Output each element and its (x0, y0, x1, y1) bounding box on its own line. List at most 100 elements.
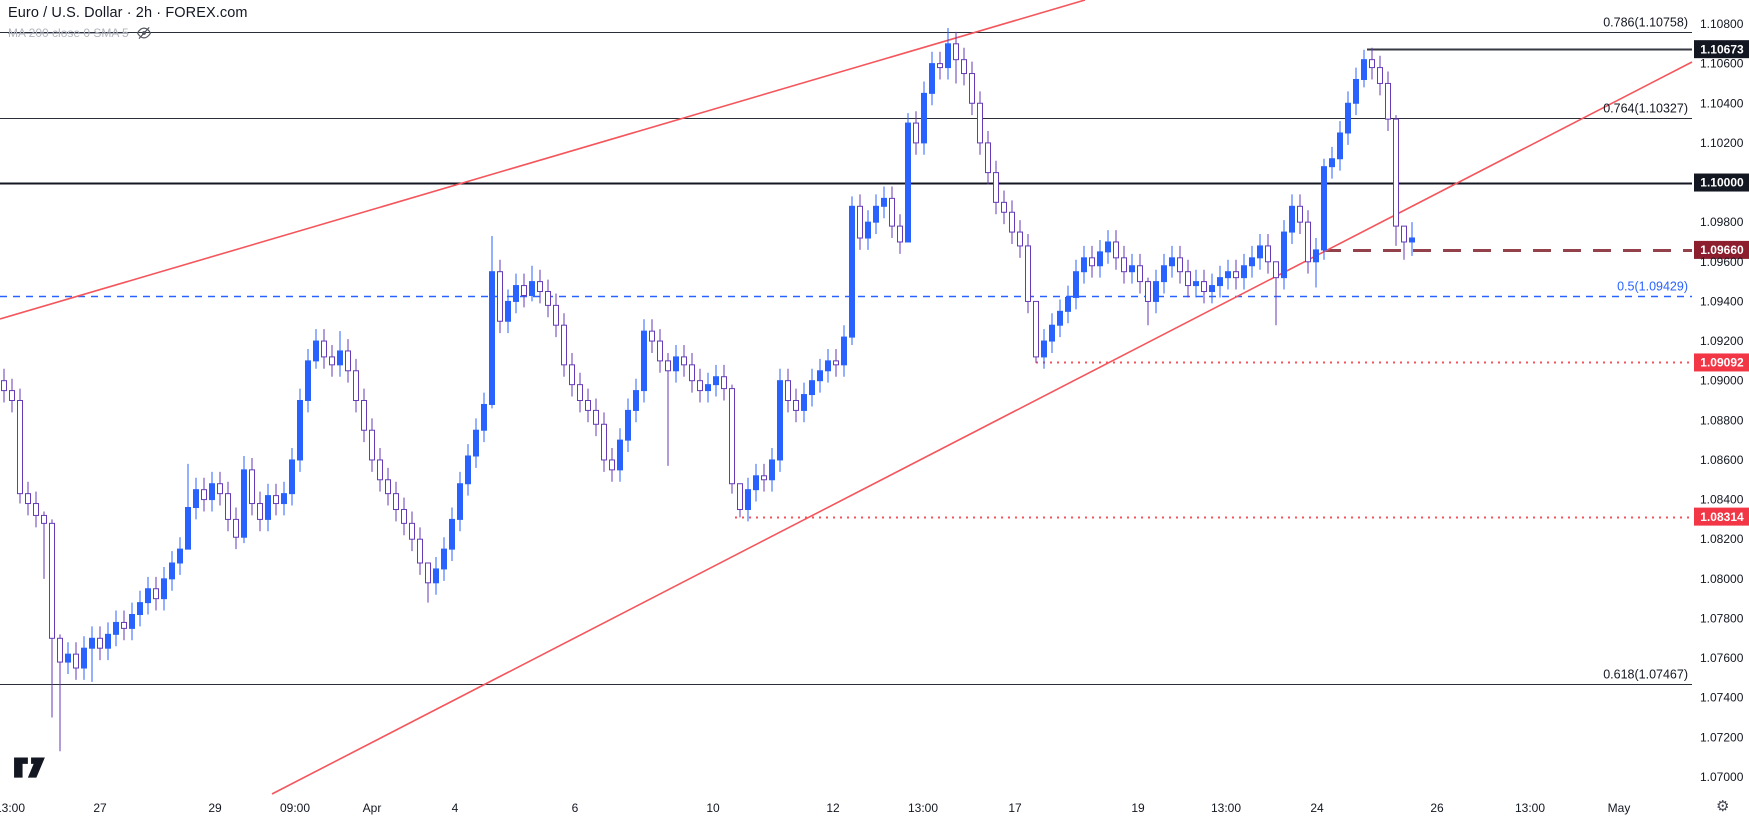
candle (529, 265, 535, 302)
lower-ascending-trendline[interactable] (271, 61, 1693, 795)
candle (225, 481, 231, 532)
candle (1081, 245, 1087, 284)
candle (409, 511, 415, 552)
upper-ascending-trendline[interactable] (0, 0, 1086, 320)
candle (217, 471, 223, 506)
y-axis-tick: 1.10800 (1700, 17, 1744, 31)
candle (1153, 269, 1159, 314)
candle (697, 368, 703, 403)
candle (945, 27, 951, 80)
candle (265, 483, 271, 532)
level-label-fib-05: 0.5(1.09429) (1617, 280, 1688, 294)
x-axis-tick: Apr (363, 801, 382, 815)
candle (1105, 230, 1111, 264)
candle (201, 477, 207, 512)
candle (609, 448, 615, 482)
candle (985, 131, 991, 185)
candle (369, 418, 375, 472)
candle (993, 160, 999, 215)
candle (385, 467, 391, 506)
candle (329, 345, 335, 377)
candle (49, 519, 55, 718)
candle (401, 497, 407, 536)
x-axis-tick: 09:00 (280, 801, 310, 815)
y-axis-tick: 1.09000 (1700, 374, 1744, 388)
candles-series[interactable] (1, 27, 1415, 752)
y-axis-tick: 1.07400 (1700, 691, 1744, 705)
candle (1337, 121, 1343, 171)
candle (1345, 91, 1351, 145)
candle (1377, 55, 1383, 96)
candle (921, 81, 927, 155)
candle (305, 348, 311, 413)
candle (1353, 67, 1359, 116)
candle (673, 345, 679, 383)
candle (1297, 194, 1303, 235)
indicator-label[interactable]: MA 200 close 0 SMA 5 (8, 26, 129, 40)
candle (209, 471, 215, 512)
candle (65, 642, 71, 674)
candle (889, 186, 895, 239)
candle (1033, 300, 1039, 363)
candle (681, 345, 687, 377)
candle (1073, 259, 1079, 310)
candle (57, 634, 63, 752)
candle (1225, 259, 1231, 290)
indicator-legend[interactable]: MA 200 close 0 SMA 5 (8, 25, 152, 41)
x-axis-tick: May (1608, 801, 1631, 815)
symbol-title[interactable]: Euro / U.S. Dollar · 2h · FOREX.com (8, 5, 248, 21)
y-axis-tick: 1.07600 (1700, 651, 1744, 665)
x-axis-tick: 12 (826, 801, 840, 815)
candle (897, 214, 903, 254)
candle (665, 352, 671, 466)
candle (1193, 269, 1199, 298)
candle (1321, 158, 1327, 260)
candle (969, 61, 975, 116)
x-axis-tick: 19 (1131, 801, 1145, 815)
candle (249, 457, 255, 516)
candle (1265, 234, 1271, 274)
candle (593, 398, 599, 437)
level-label-fib-0618: 0.618(1.07467) (1603, 668, 1688, 682)
candle (137, 590, 143, 627)
eye-hidden-icon[interactable] (136, 25, 152, 41)
time-axis-settings-gear-icon[interactable]: ⚙ (1716, 798, 1730, 815)
time-axis[interactable]: 13:00 27 29 09:00 Apr 4 6 10 12 13:00 17 19 13:00 24 2… (0, 801, 1630, 815)
price-axis[interactable]: 1.10673 1.10000 1.09660 1.09092 1.08314 1.108… (1694, 17, 1749, 784)
y-axis-tick: 1.09200 (1700, 334, 1744, 348)
candle (297, 388, 303, 472)
candle (1097, 239, 1103, 278)
trendlines[interactable] (0, 0, 1693, 795)
candle (417, 527, 423, 575)
candle (161, 566, 167, 611)
candle (1313, 238, 1319, 288)
tradingview-logo[interactable] (13, 755, 47, 779)
candle (513, 273, 519, 314)
candle (273, 483, 279, 516)
candle (1065, 285, 1071, 324)
candle (153, 576, 159, 611)
candle (33, 491, 39, 528)
candle (497, 259, 503, 334)
level-lines[interactable] (0, 32, 1692, 685)
candle (345, 339, 351, 383)
candle (1121, 245, 1127, 284)
candle (193, 477, 199, 520)
y-axis-tick: 1.09400 (1700, 294, 1744, 308)
candle (465, 444, 471, 496)
candle (1129, 253, 1135, 284)
candle (689, 352, 695, 393)
y-axis-tick: 1.09800 (1700, 215, 1744, 229)
candle (1249, 245, 1255, 278)
candle (1145, 277, 1151, 326)
candle (1329, 146, 1335, 179)
candle (441, 537, 447, 581)
x-axis-tick: 13:00 (1515, 801, 1545, 815)
candle (737, 483, 743, 518)
candle (473, 418, 479, 468)
candle (745, 477, 751, 522)
candle (1049, 313, 1055, 353)
candle (1185, 259, 1191, 298)
candle (633, 378, 639, 423)
